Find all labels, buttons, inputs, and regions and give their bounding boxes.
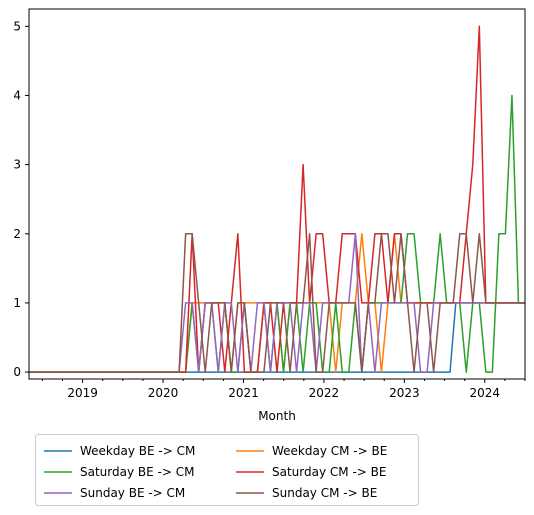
- x-axis: 2019 2020 2021 2022 2023 2024: [41, 379, 526, 400]
- series-line-3: [29, 25, 525, 373]
- legend-label: Sunday BE -> CM: [80, 486, 185, 500]
- x-tick-label: 2019: [67, 386, 98, 400]
- legend-frame: [35, 434, 419, 506]
- series-line-2: [29, 94, 525, 373]
- x-tick-label: 2021: [228, 386, 259, 400]
- y-tick-label: 2: [13, 227, 21, 241]
- legend-label: Saturday BE -> CM: [80, 465, 194, 479]
- x-tick-label: 2022: [309, 386, 340, 400]
- legend-label: Sunday CM -> BE: [272, 486, 377, 500]
- x-tick-label: 2020: [148, 386, 179, 400]
- y-tick-label: 1: [13, 296, 21, 310]
- y-tick-label: 4: [13, 88, 21, 102]
- plot-lines: [29, 25, 525, 373]
- series-line-5: [29, 233, 525, 373]
- x-tick-label: 2023: [389, 386, 420, 400]
- plot-frame: [28, 8, 526, 380]
- legend: Weekday BE -> CM Weekday CM -> BE Saturday…: [35, 434, 419, 506]
- legend-label: Weekday BE -> CM: [80, 444, 195, 458]
- y-tick-label: 3: [13, 158, 21, 172]
- series-line-0: [29, 302, 525, 373]
- y-axis: 0 1 2 3 4 5: [13, 19, 29, 379]
- y-tick-label: 0: [13, 365, 21, 379]
- legend-label: Saturday CM -> BE: [272, 465, 386, 479]
- x-axis-label: Month: [258, 409, 296, 423]
- y-tick-label: 5: [13, 19, 21, 33]
- legend-label: Weekday CM -> BE: [272, 444, 387, 458]
- x-tick-label: 2024: [470, 386, 501, 400]
